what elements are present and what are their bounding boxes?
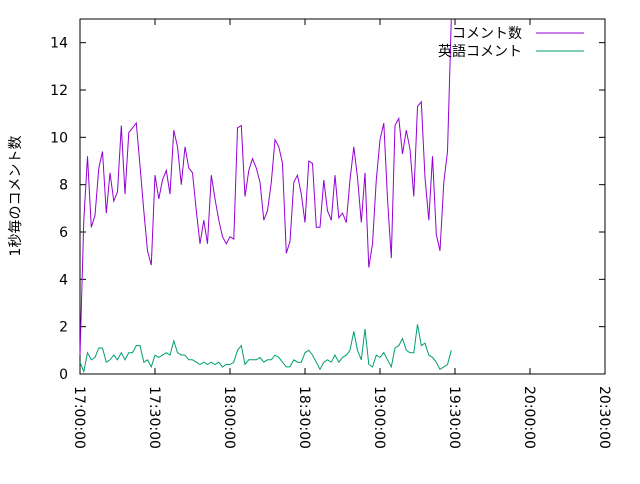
y-tick-label: 14 <box>50 36 68 52</box>
x-axis: 17:00:00 17:30:00 18:00:00 18:30:00 19:00:00… <box>71 19 612 449</box>
y-tick-label: 8 <box>59 178 68 194</box>
legend-label: コメント数 <box>452 26 522 42</box>
series-line-2 <box>79 324 452 374</box>
plot-frame <box>79 18 606 375</box>
y-axis-label: 1秒毎のコメント数 <box>8 136 24 257</box>
series-line-1 <box>79 18 452 356</box>
y-tick-label: 4 <box>59 272 68 288</box>
legend-label: 英語コメント <box>438 43 522 60</box>
y-tick-label: 0 <box>59 367 68 383</box>
x-tick-label: 18:00:00 <box>221 386 237 449</box>
x-tick-label: 20:30:00 <box>596 386 612 449</box>
x-tick-label: 17:30:00 <box>146 386 162 449</box>
y-tick-label: 2 <box>59 320 68 336</box>
x-tick-label: 18:30:00 <box>296 386 312 449</box>
series-layer <box>79 18 452 374</box>
x-tick-label: 17:00:00 <box>71 386 87 449</box>
y-tick-label: 12 <box>50 83 68 99</box>
y-tick-label: 10 <box>50 130 68 146</box>
y-tick-label: 6 <box>59 225 68 241</box>
x-tick-label: 19:00:00 <box>371 386 387 449</box>
x-tick-label: 19:30:00 <box>446 386 462 449</box>
y-axis: 0 2 4 6 8 10 12 14 <box>50 36 605 383</box>
x-tick-label: 20:00:00 <box>521 386 537 449</box>
